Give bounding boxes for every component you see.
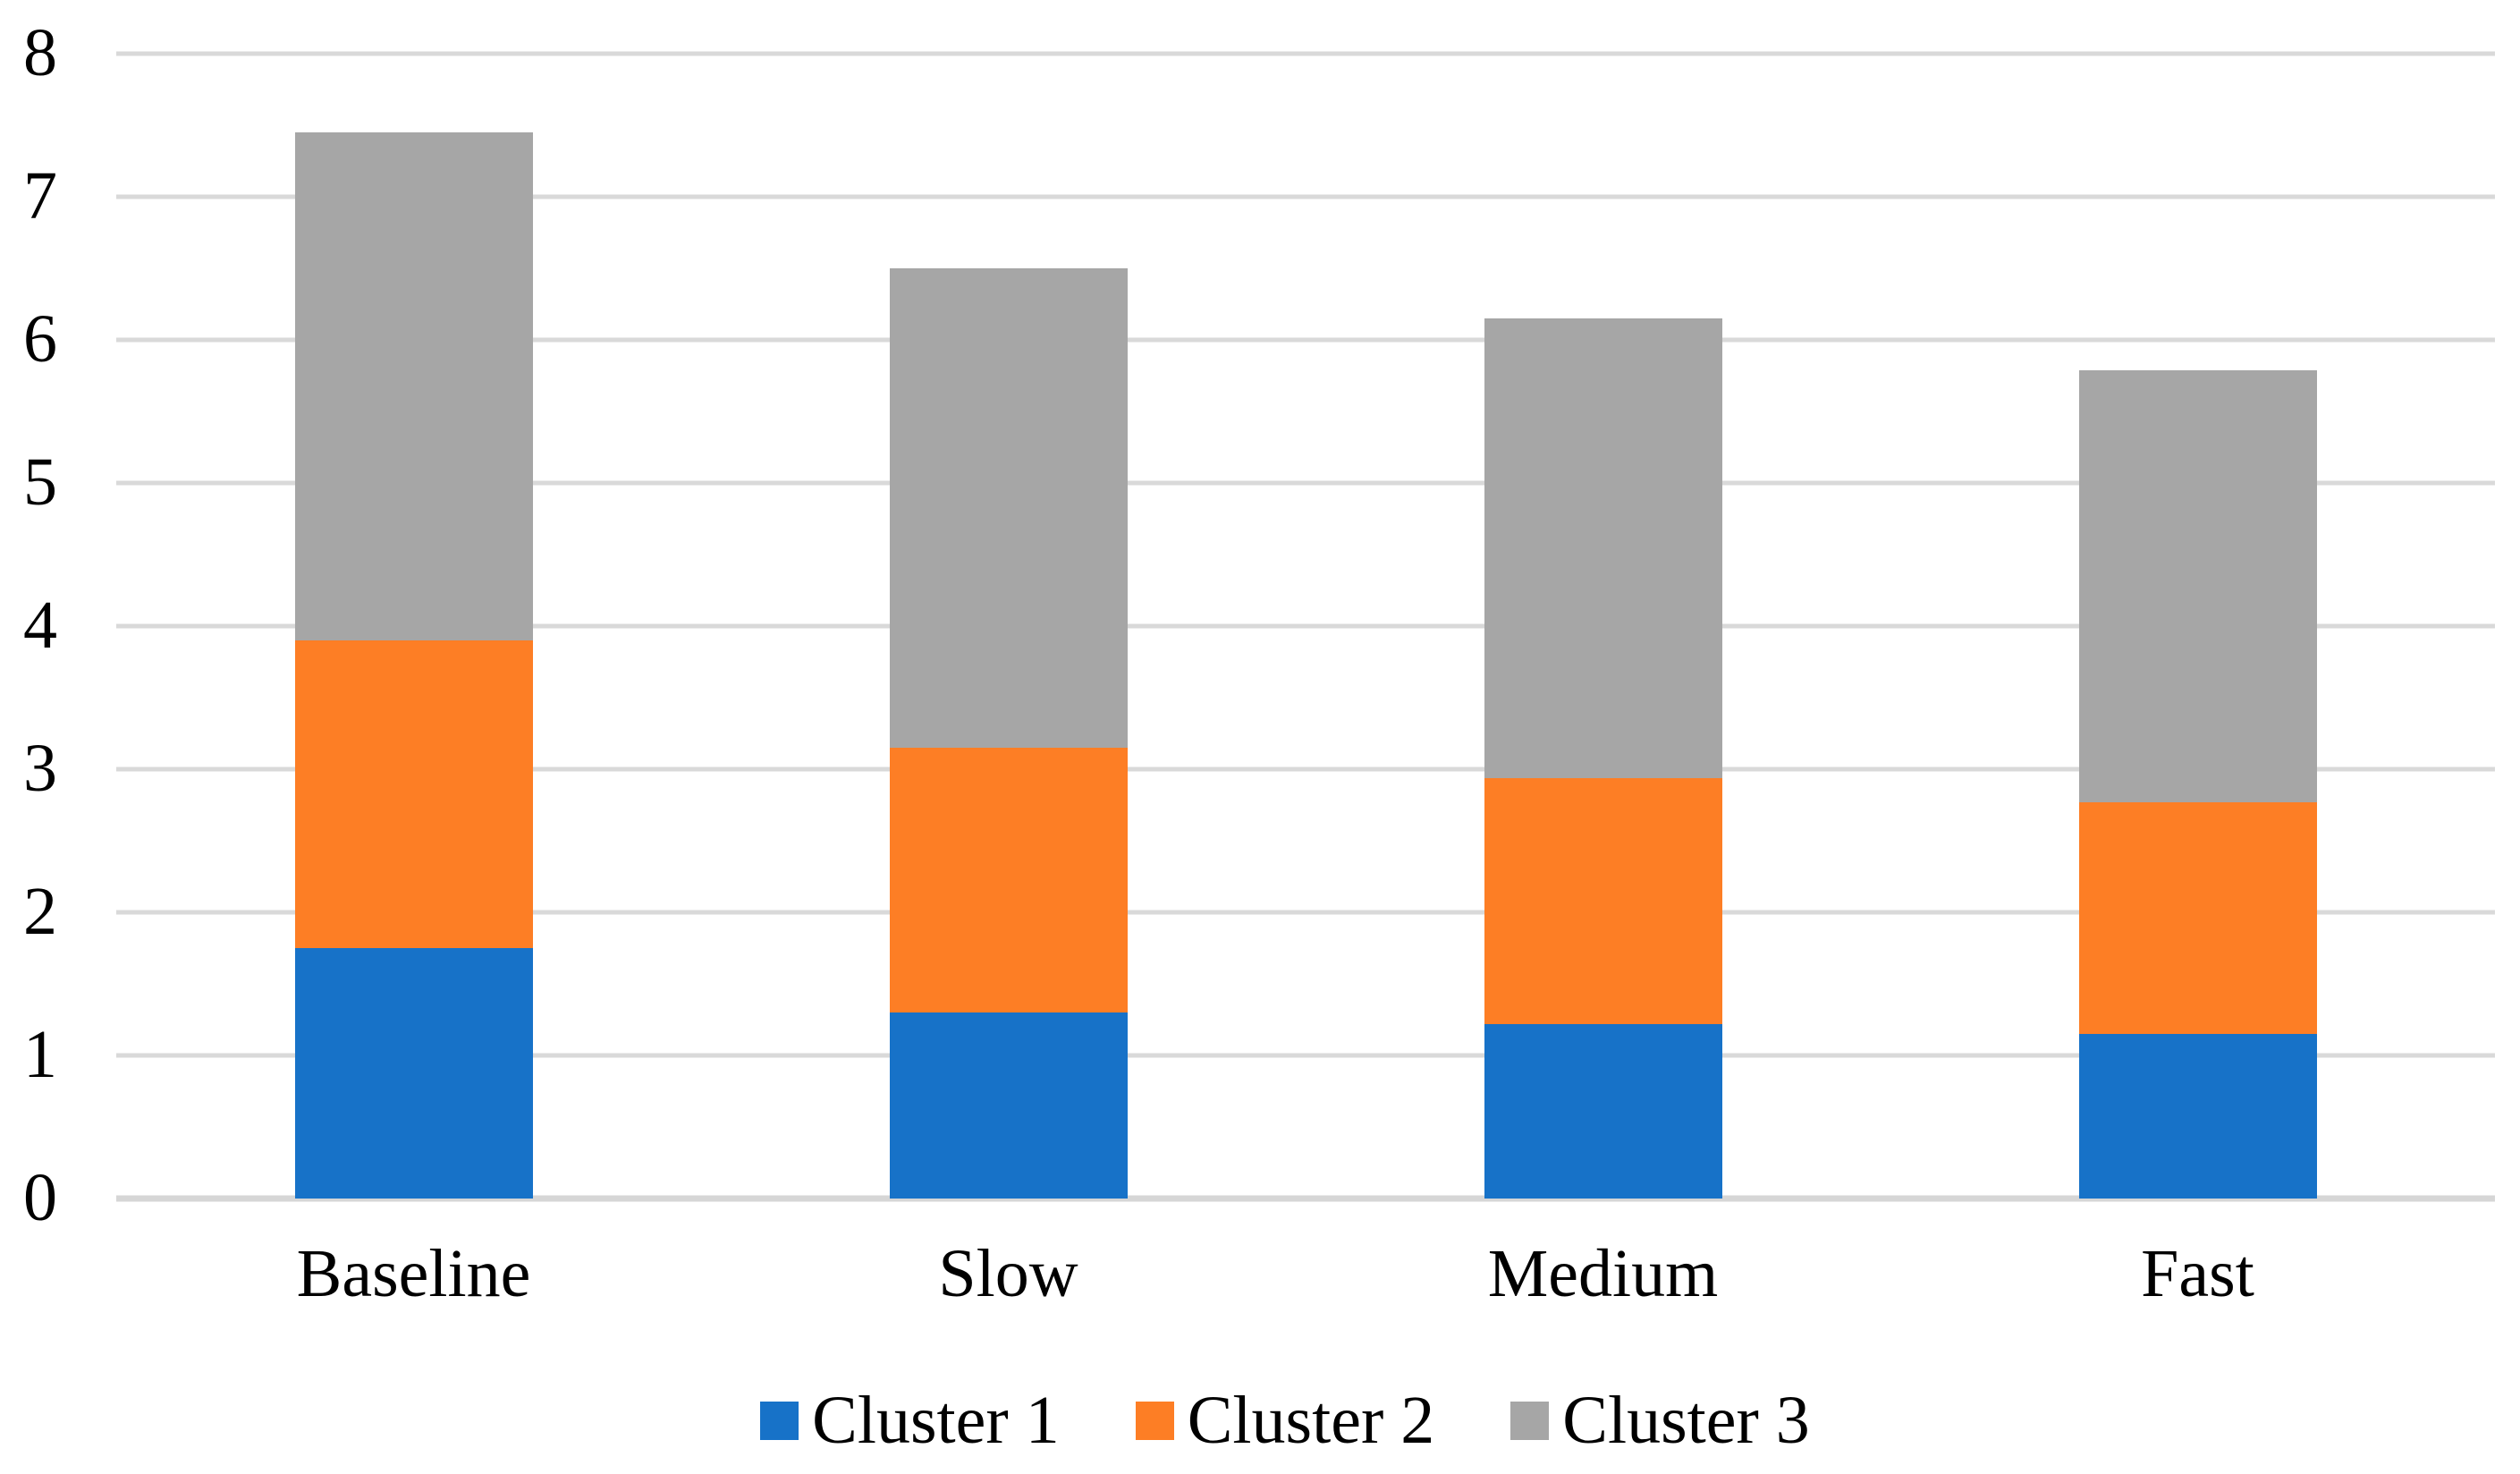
- bar-segment-slow-series-2: [889, 748, 1128, 1012]
- legend-swatch-icon: [1510, 1401, 1550, 1440]
- y-tick-label-6: 6: [23, 301, 57, 377]
- bar-segment-fast-series-3: [2078, 369, 2317, 802]
- y-tick-label-0: 0: [23, 1160, 57, 1235]
- gridline-y-3: [116, 767, 2495, 772]
- gridline-y-4: [116, 623, 2495, 629]
- bar-segment-medium-series-3: [1484, 318, 1722, 778]
- category-label-slow: Slow: [938, 1236, 1078, 1311]
- y-tick-label-1: 1: [23, 1017, 57, 1092]
- bar-segment-baseline-series-3: [294, 132, 533, 640]
- y-tick-label-3: 3: [23, 731, 57, 806]
- legend-item-1: Cluster 1: [760, 1385, 1060, 1456]
- gridline-y-2: [116, 910, 2495, 915]
- y-tick-label-8: 8: [23, 15, 57, 90]
- y-tick-label-5: 5: [23, 445, 57, 520]
- category-label-medium: Medium: [1487, 1236, 1719, 1311]
- y-tick-label-2: 2: [23, 874, 57, 949]
- legend-label-2: Cluster 2: [1187, 1383, 1435, 1458]
- legend-item-3: Cluster 3: [1510, 1385, 1810, 1456]
- legend-swatch-icon: [760, 1401, 799, 1440]
- x-axis-line: [116, 1195, 2495, 1202]
- gridline-y-6: [116, 337, 2495, 343]
- bar-segment-slow-series-3: [889, 268, 1128, 748]
- category-label-baseline: Baseline: [296, 1236, 531, 1311]
- bar-segment-fast-series-1: [2078, 1034, 2317, 1199]
- y-tick-label-4: 4: [23, 588, 57, 663]
- bar-segment-slow-series-1: [889, 1012, 1128, 1199]
- legend-swatch-icon: [1135, 1401, 1174, 1440]
- legend-label-1: Cluster 1: [812, 1383, 1060, 1458]
- legend-label-3: Cluster 3: [1562, 1383, 1810, 1458]
- gridline-y-8: [116, 51, 2495, 56]
- gridline-y-1: [116, 1053, 2495, 1058]
- bar-segment-medium-series-2: [1484, 777, 1722, 1024]
- category-label-fast: Fast: [2141, 1236, 2254, 1311]
- bar-segment-baseline-series-1: [294, 948, 533, 1199]
- chart-legend: Cluster 1 Cluster 2 Cluster 3: [25, 1385, 2520, 1456]
- y-tick-label-7: 7: [23, 158, 57, 233]
- legend-item-2: Cluster 2: [1135, 1383, 1435, 1458]
- gridline-y-7: [116, 194, 2495, 199]
- bar-segment-medium-series-1: [1484, 1023, 1722, 1199]
- gridline-y-5: [116, 480, 2495, 486]
- bar-segment-fast-series-2: [2078, 801, 2317, 1034]
- bar-segment-baseline-series-2: [294, 640, 533, 948]
